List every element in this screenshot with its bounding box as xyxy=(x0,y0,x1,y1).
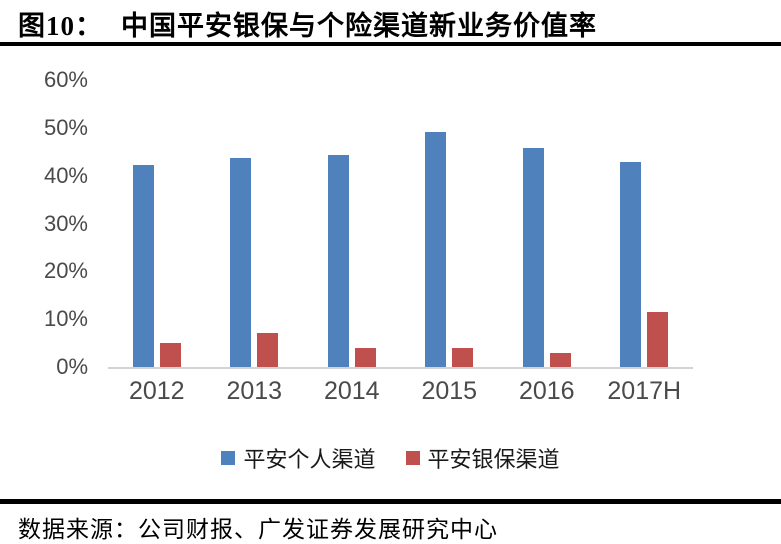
x-axis-tick: 2015 xyxy=(421,377,478,405)
legend-label: 平安银保渠道 xyxy=(427,447,560,472)
bar-chart: 0% 10% 20% 30% 40% 50% 60% 2012 2013 2014 2015 201… xyxy=(0,67,781,410)
bar-bancassurance-channel xyxy=(354,348,376,367)
bar-bancassurance-channel xyxy=(549,353,571,367)
bar-individual-channel xyxy=(425,131,447,367)
x-axis-tick: 2013 xyxy=(226,377,283,405)
bar-individual-channel xyxy=(620,161,642,367)
x-axis-tick: 2017H xyxy=(607,377,682,405)
bar-individual-channel xyxy=(327,154,349,367)
legend-swatch-icon xyxy=(405,451,420,465)
y-axis-tick: 40% xyxy=(43,162,88,188)
y-axis-tick: 30% xyxy=(43,210,88,236)
x-axis-tick: 2012 xyxy=(128,377,185,405)
y-axis-tick: 0% xyxy=(56,354,88,379)
title-divider xyxy=(0,42,781,46)
bar-group xyxy=(206,80,304,367)
y-axis-tick: 20% xyxy=(43,258,88,284)
legend: 平安个人渠道 平安银保渠道 xyxy=(0,442,781,474)
x-axis-tick: 2014 xyxy=(323,377,380,405)
legend-item-individual-channel: 平安个人渠道 xyxy=(221,442,376,474)
y-axis-tick: 50% xyxy=(43,114,88,140)
bar-group xyxy=(108,80,206,367)
figure-title: 图10： 中国平安银保与个险渠道新业务价值率 xyxy=(18,4,597,43)
bar-individual-channel xyxy=(522,148,544,367)
legend-swatch-icon xyxy=(221,451,236,465)
bar-group xyxy=(401,80,499,367)
bar-bancassurance-channel xyxy=(452,347,474,367)
x-axis-tick: 2016 xyxy=(518,377,575,405)
bar-individual-channel xyxy=(230,158,252,367)
bar-group xyxy=(303,80,401,367)
legend-item-bancassurance-channel: 平安银保渠道 xyxy=(405,442,560,474)
plot-area xyxy=(108,80,693,369)
y-axis-tick: 10% xyxy=(43,306,88,332)
footer-divider xyxy=(0,499,781,504)
data-source: 数据来源：公司财报、广发证券发展研究中心 xyxy=(18,517,498,542)
y-axis: 0% 10% 20% 30% 40% 50% 60% xyxy=(20,67,88,379)
figure-title-text: 中国平安银保与个险渠道新业务价值率 xyxy=(121,11,597,41)
y-axis-tick: 60% xyxy=(43,67,88,92)
figure-number: 图10： xyxy=(18,11,103,41)
bar-group xyxy=(498,80,596,367)
bar-bancassurance-channel xyxy=(647,311,669,367)
bar-group xyxy=(596,80,694,367)
bar-bancassurance-channel xyxy=(159,343,181,367)
legend-label: 平安个人渠道 xyxy=(243,447,376,472)
bar-individual-channel xyxy=(132,165,154,367)
x-axis: 2012 2013 2014 2015 2016 2017H xyxy=(108,377,693,406)
bar-bancassurance-channel xyxy=(257,332,279,367)
